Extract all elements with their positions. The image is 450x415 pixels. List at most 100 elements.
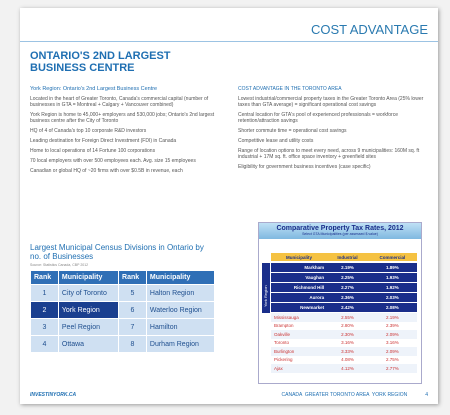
cell: 5 <box>118 284 147 302</box>
cell: 3.16% <box>367 338 417 347</box>
cell: 2.25% <box>327 272 368 283</box>
cell: Ajax <box>271 364 328 373</box>
cell: 4.12% <box>327 364 368 373</box>
cell: 2 <box>30 301 59 319</box>
table-row: Newmarket 2.42% 2.08% <box>271 302 417 313</box>
cell: 1.93% <box>367 272 417 283</box>
cell: Newmarket <box>271 302 328 313</box>
table-source: Source: Statistics Canada, CBP 2012 <box>30 263 89 267</box>
footer-regions: CANADA GREATER TORONTO AREA YORK REGION <box>281 392 408 398</box>
cell: 6 <box>118 301 147 319</box>
group-band: York Region <box>262 263 270 313</box>
paragraph: Range of location options to meet every … <box>238 148 420 160</box>
cell: 2.09% <box>367 330 417 339</box>
paragraph: Home to local operations of 14 Fortune 1… <box>30 148 156 154</box>
header-row: Municipality Industrial Commercial <box>271 253 417 261</box>
paragraph: HQ of 4 of Canada's top 10 corporate R&D… <box>30 128 147 134</box>
page-title: ONTARIO'S 2ND LARGEST BUSINESS CENTRE <box>30 50 171 74</box>
paragraph: Lowest industrial/commercial property ta… <box>238 96 424 108</box>
cell: 2.55% <box>327 312 368 322</box>
table-row: Vaughan 2.25% 1.93% <box>271 272 417 283</box>
cell: 2.36% <box>327 292 368 303</box>
table-row: Pickering 4.08% 2.75% <box>271 355 417 364</box>
cell: Ottawa <box>57 335 120 353</box>
table-row: Brampton 2.80% 2.39% <box>271 321 417 330</box>
cell: 2.80% <box>327 321 368 330</box>
paragraph: 70 local employers with over 500 employe… <box>30 158 196 164</box>
cell: 2.42% <box>327 302 368 313</box>
cell: 2.03% <box>367 292 417 303</box>
paragraph: Eligibility for government business ince… <box>238 164 371 170</box>
table-title: Largest Municipal Census Divisions in On… <box>30 243 204 261</box>
cell: Aurora <box>271 292 328 303</box>
paragraph: Located in the heart of Greater Toronto,… <box>30 96 209 108</box>
header-row: Rank Municipality Rank Municipality <box>30 270 216 285</box>
cell: Burlington <box>271 347 328 356</box>
paragraph: Shorter commute time = operational cost … <box>238 128 347 134</box>
cell: City of Toronto <box>57 284 120 302</box>
cell: 3.33% <box>327 347 368 356</box>
cell: 2.19% <box>327 263 368 273</box>
cell: 7 <box>118 318 147 336</box>
page-number: 4 <box>425 392 428 398</box>
cell: Markham <box>271 263 328 273</box>
table-row: Markham 2.19% 1.89% <box>271 263 417 273</box>
cell: 4 <box>30 335 59 353</box>
cell: 4.08% <box>327 355 368 364</box>
column-header: Municipality <box>145 270 216 285</box>
column-header: Municipality <box>57 270 120 285</box>
tax-header: Comparative Property Tax Rates, 2012 Sel… <box>259 223 421 239</box>
cell: 2.08% <box>367 302 417 313</box>
cell: Vaughan <box>271 272 328 283</box>
table-row: Richmond Hill 2.27% 1.92% <box>271 282 417 293</box>
cell: 2.77% <box>367 364 417 373</box>
paragraph: Central location for GTA's pool of exper… <box>238 112 398 124</box>
cell: 2.30% <box>327 330 368 339</box>
column-header: Municipality <box>271 253 328 261</box>
footer-right: CANADA GREATER TORONTO AREA YORK REGION 4 <box>282 392 428 398</box>
tax-table: Municipality Industrial Commercial Markham 2… <box>271 253 417 373</box>
cell: Mississauga <box>271 312 328 322</box>
table-row: Toronto 3.16% 3.16% <box>271 338 417 347</box>
table-row: Burlington 3.33% 2.09% <box>271 347 417 356</box>
cell: 3 <box>30 318 59 336</box>
table-row: 2 York Region 6 Waterloo Region <box>30 301 216 319</box>
rank-table: Rank Municipality Rank Municipality 1 City of… <box>30 270 216 353</box>
column-header: Commercial <box>367 253 417 261</box>
cell: Peel Region <box>57 318 120 336</box>
table-row: Oakville 2.30% 2.09% <box>271 330 417 339</box>
cell: Brampton <box>271 321 328 330</box>
tax-title: Comparative Property Tax Rates, 2012 <box>276 225 404 232</box>
cell: Oakville <box>271 330 328 339</box>
paragraph: York Region is home to 45,000+ employers… <box>30 112 215 124</box>
table-row: Aurora 2.36% 2.03% <box>271 292 417 303</box>
rule <box>20 41 438 42</box>
cell: Pickering <box>271 355 328 364</box>
right-heading: COST ADVANTAGE IN THE TORONTO AREA <box>238 86 342 92</box>
table-row: 3 Peel Region 7 Hamilton <box>30 318 216 336</box>
cell: 1.92% <box>367 282 417 293</box>
tax-subtitle: Select GTA Municipalities (per assessed … <box>302 232 378 236</box>
cell: 1 <box>30 284 59 302</box>
cell: 3.16% <box>327 338 368 347</box>
right-column: COST ADVANTAGE IN THE TORONTO AREA Lowes… <box>238 86 428 174</box>
cell: 2.09% <box>367 347 417 356</box>
table-row: Ajax 4.12% 2.77% <box>271 364 417 373</box>
table-row: 4 Ottawa 8 Durham Region <box>30 335 216 353</box>
table-row: Mississauga 2.55% 2.19% <box>271 312 417 322</box>
cell: Durham Region <box>145 335 216 353</box>
cell: 2.75% <box>367 355 417 364</box>
cell: 1.89% <box>367 263 417 273</box>
cell: 2.19% <box>367 312 417 322</box>
cell: 2.27% <box>327 282 368 293</box>
cell: Waterloo Region <box>145 301 216 319</box>
table-row: 1 City of Toronto 5 Halton Region <box>30 284 216 302</box>
cell: Richmond Hill <box>271 282 328 293</box>
cell: York Region <box>57 301 120 319</box>
tax-box: Comparative Property Tax Rates, 2012 Sel… <box>258 222 422 384</box>
section-label: COST ADVANTAGE <box>310 22 428 37</box>
cell: 8 <box>118 335 147 353</box>
footer-site: INVESTINYORK.CA <box>30 392 77 398</box>
page: COST ADVANTAGE ONTARIO'S 2ND LARGEST BUS… <box>20 8 438 404</box>
